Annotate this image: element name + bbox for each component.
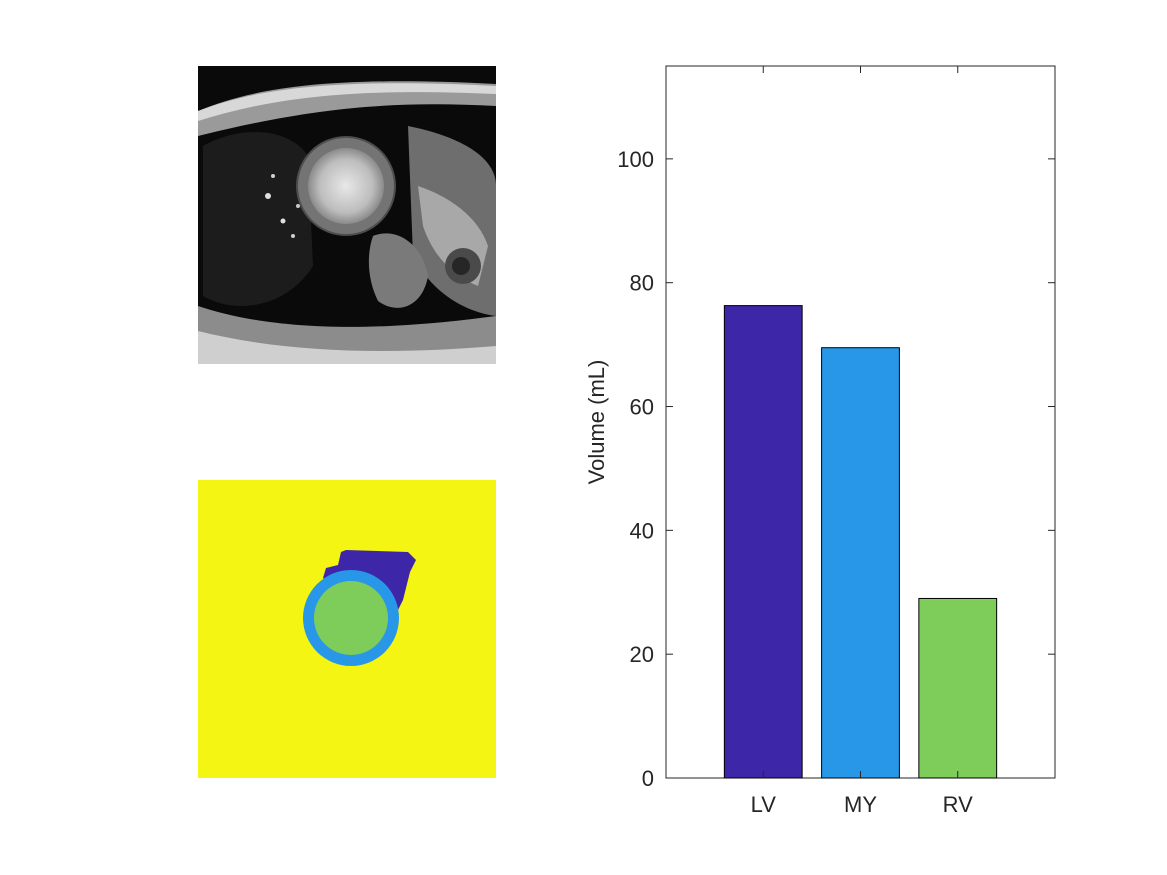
- bar-rv: [918, 597, 998, 779]
- y-tick-label: 100: [617, 147, 654, 172]
- y-tick-label: 20: [630, 642, 654, 667]
- y-tick-label: 60: [630, 395, 654, 420]
- bar-my: [821, 347, 900, 779]
- x-tick-label-lv: LV: [751, 792, 777, 817]
- chart-bars: [723, 305, 998, 779]
- y-tick-label: 80: [630, 271, 654, 296]
- lv-region: [314, 581, 388, 655]
- x-tick-label-rv: RV: [943, 792, 973, 817]
- x-tick-label-my: MY: [844, 792, 877, 817]
- y-axis-label: Volume (mL): [584, 360, 609, 485]
- bar-lv: [723, 305, 803, 779]
- chart-ticks: 0 20 40 60 80 100 LV MY RV: [617, 66, 1055, 817]
- segmentation-image: [198, 480, 496, 778]
- y-tick-label: 40: [630, 518, 654, 543]
- y-tick-label: 0: [642, 766, 654, 791]
- mri-image: [198, 66, 496, 364]
